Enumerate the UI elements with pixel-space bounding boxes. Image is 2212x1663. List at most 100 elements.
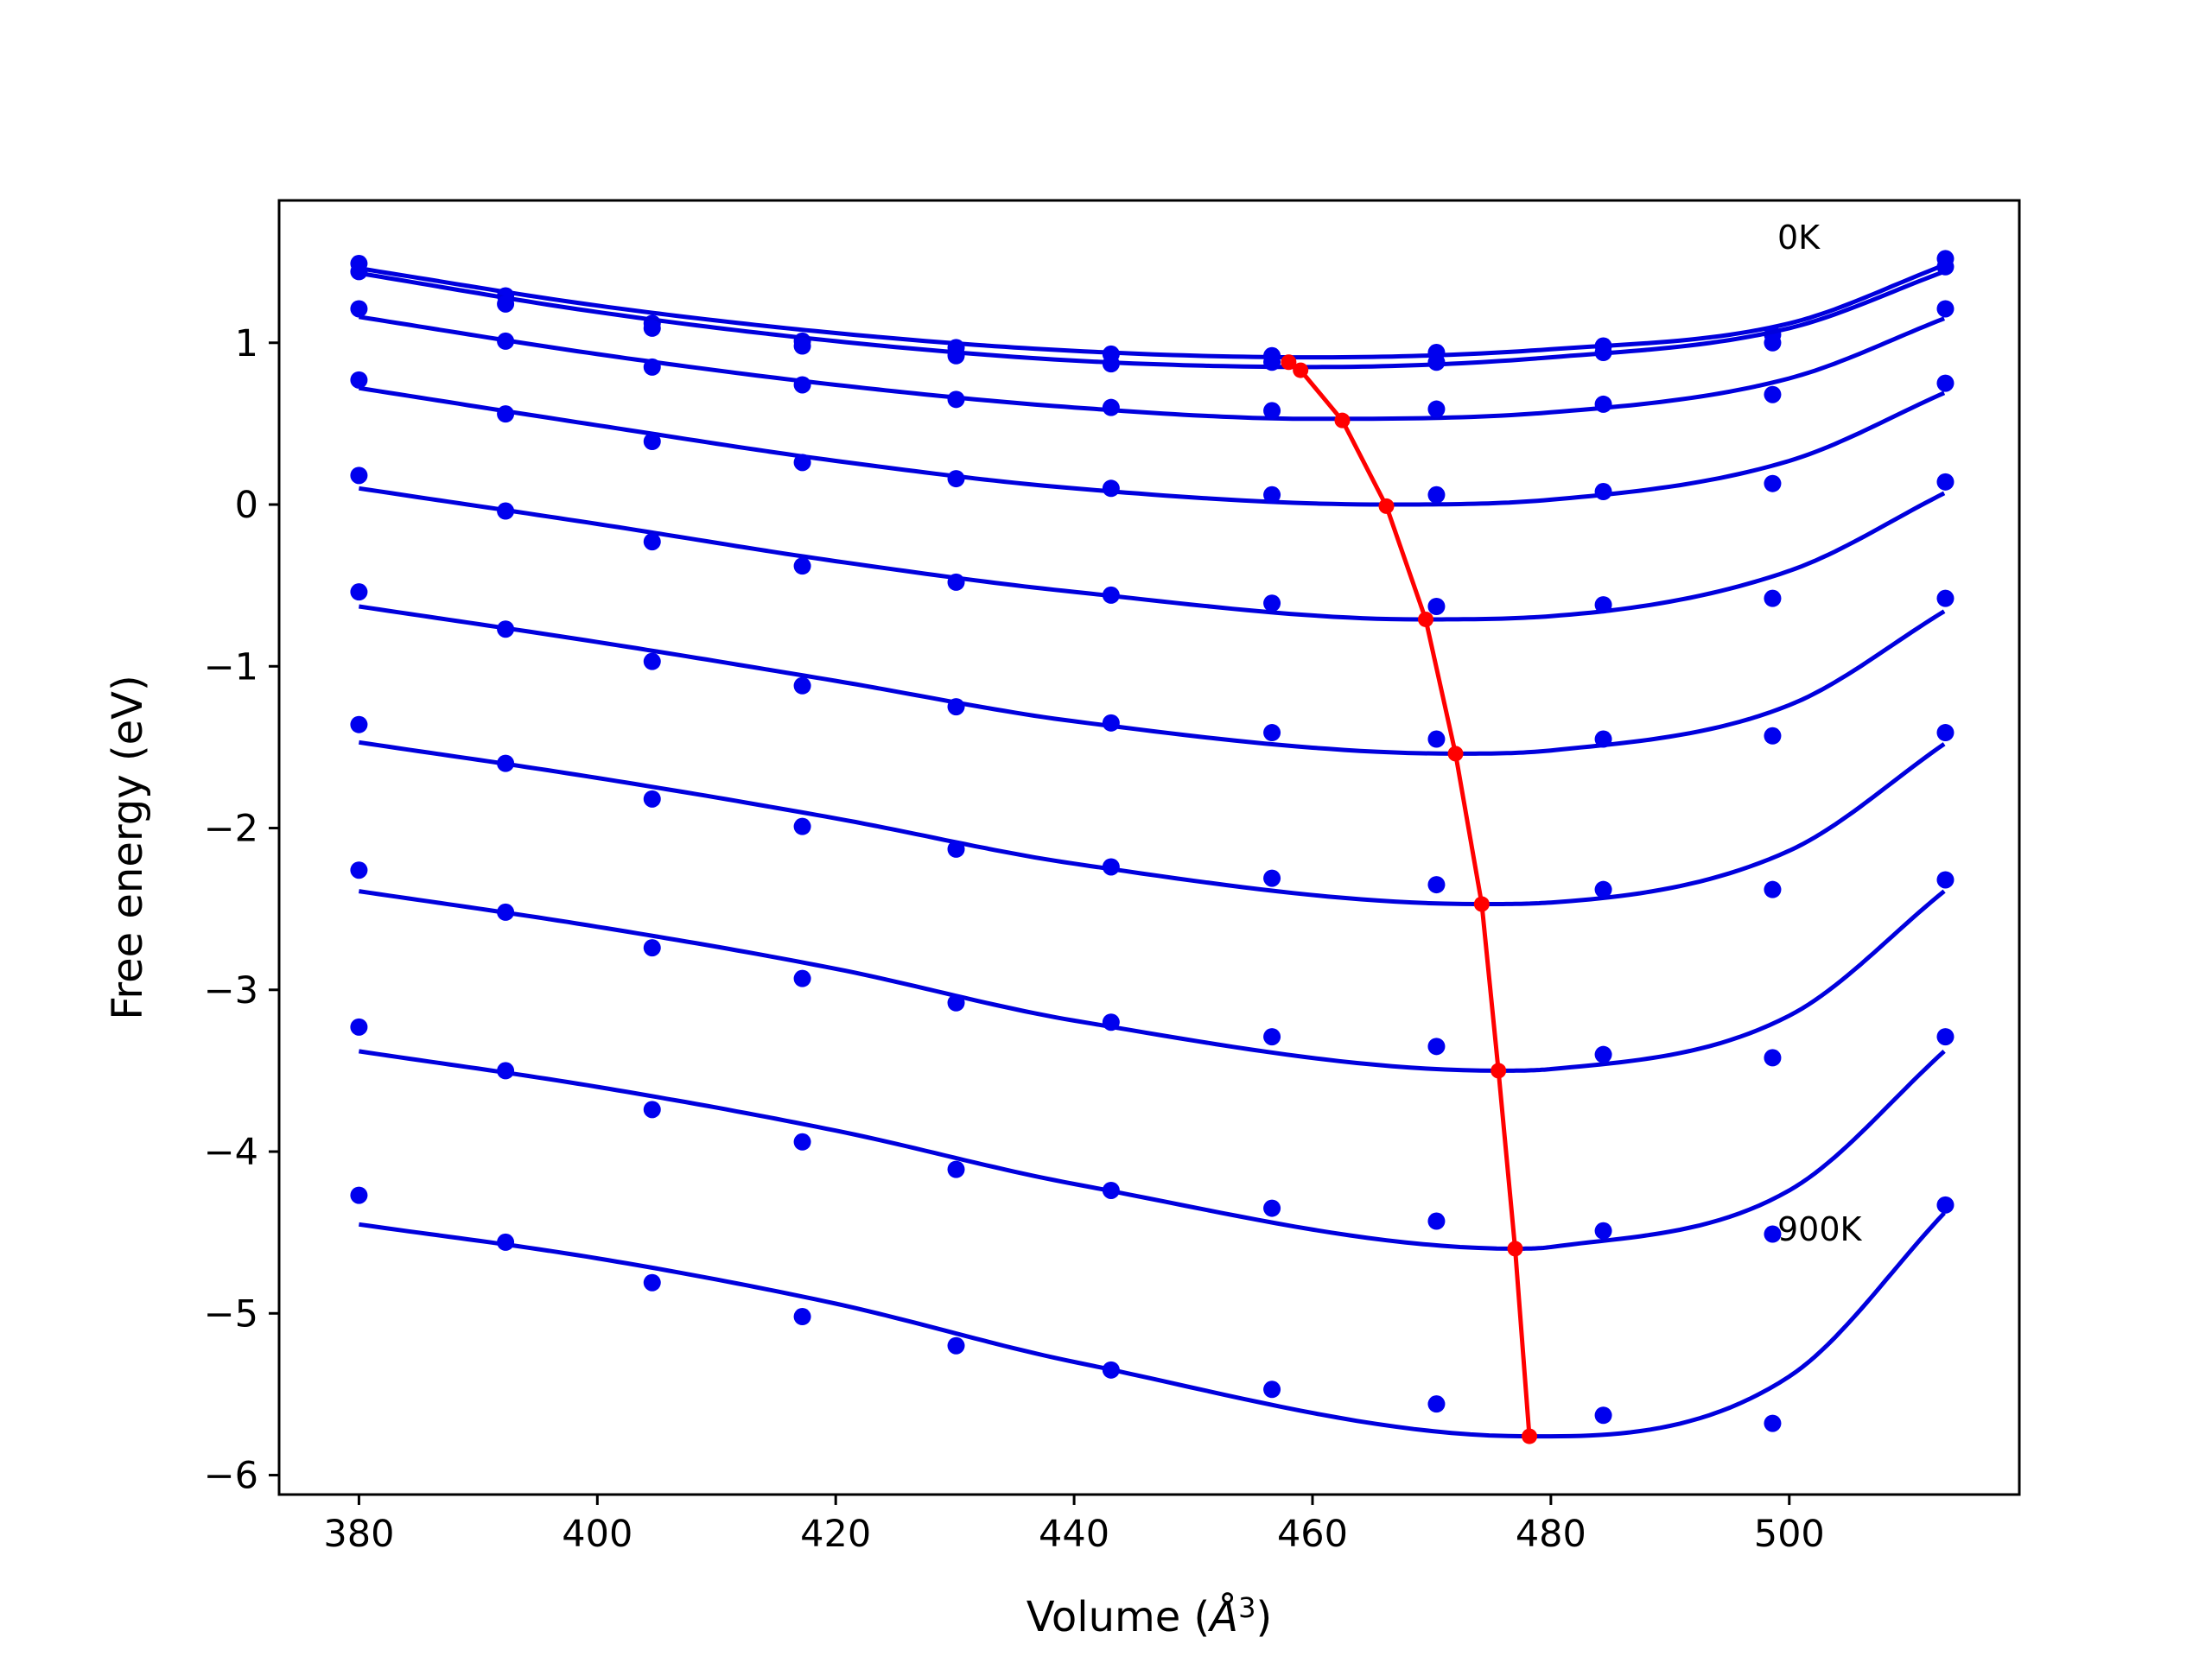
- y-tick-label: 0: [235, 484, 258, 527]
- series-1: [350, 257, 1955, 373]
- plot-area: [350, 250, 1955, 1444]
- series-4: [350, 467, 1955, 622]
- data-point: [1263, 1199, 1281, 1217]
- data-point: [1427, 353, 1446, 371]
- series-2: [350, 300, 1955, 422]
- data-point: [947, 573, 965, 591]
- x-tick-label: 500: [1754, 1513, 1825, 1556]
- data-point: [350, 1018, 368, 1036]
- data-point: [1594, 880, 1612, 898]
- fit-curve: [359, 486, 1946, 622]
- y-tick-label: −6: [204, 1455, 258, 1498]
- data-point: [350, 371, 368, 389]
- data-point: [497, 295, 515, 313]
- series-9: [350, 1186, 1955, 1439]
- data-point: [947, 1160, 965, 1178]
- data-point: [1594, 344, 1612, 362]
- data-point: [1764, 333, 1782, 352]
- data-point: [497, 1233, 515, 1251]
- data-point: [1764, 474, 1782, 492]
- y-tick-label: 1: [235, 322, 258, 365]
- data-point: [1102, 479, 1120, 498]
- x-tick-label: 400: [562, 1513, 632, 1556]
- data-point: [497, 754, 515, 772]
- data-point: [497, 1062, 515, 1080]
- minimum-point: [1293, 362, 1309, 378]
- data-point: [497, 620, 515, 638]
- x-axis: 380 400 420 440 460 480 500: [323, 1495, 1825, 1556]
- data-point: [1263, 486, 1281, 504]
- data-point: [1936, 589, 1955, 607]
- minimum-point: [1378, 498, 1395, 514]
- x-axis-label: Volume (Å3): [1027, 1591, 1272, 1641]
- data-point: [793, 454, 811, 472]
- data-point: [947, 346, 965, 365]
- data-point: [1263, 594, 1281, 613]
- fit-curve: [359, 385, 1946, 507]
- data-point: [1594, 483, 1612, 501]
- data-point: [1936, 1196, 1955, 1214]
- data-point: [1102, 1013, 1120, 1031]
- data-point: [1102, 355, 1120, 373]
- data-point: [1936, 374, 1955, 392]
- data-point: [793, 557, 811, 575]
- data-point: [497, 405, 515, 423]
- axes-frame: [277, 199, 2021, 1496]
- data-point: [1936, 300, 1955, 318]
- series-0: [350, 250, 1955, 365]
- data-point: [497, 332, 515, 350]
- data-point: [1102, 858, 1120, 876]
- series-8: [350, 1018, 1955, 1251]
- data-point: [1263, 353, 1281, 371]
- data-point: [643, 790, 661, 808]
- data-point: [1102, 714, 1120, 732]
- data-point: [1936, 1028, 1955, 1046]
- data-point: [1936, 871, 1955, 889]
- y-tick-label: −4: [204, 1131, 258, 1174]
- y-tick-label: −1: [204, 645, 258, 689]
- data-point: [793, 1308, 811, 1326]
- data-point: [1594, 1045, 1612, 1063]
- minimum-point: [1473, 896, 1490, 912]
- data-point: [1263, 1028, 1281, 1046]
- data-point: [350, 467, 368, 485]
- data-point: [1263, 869, 1281, 887]
- minimum-point: [1447, 746, 1464, 762]
- series-7: [350, 861, 1955, 1073]
- data-point: [1427, 1212, 1446, 1230]
- minimum-point: [1334, 412, 1351, 428]
- data-point: [793, 676, 811, 695]
- data-point: [947, 470, 965, 488]
- data-point: [1427, 486, 1446, 504]
- data-point: [1263, 1381, 1281, 1399]
- fit-curve: [359, 889, 1946, 1073]
- data-point: [350, 1186, 368, 1204]
- data-point: [1594, 1406, 1612, 1425]
- data-point: [1764, 880, 1782, 898]
- minimum-point: [1491, 1063, 1507, 1079]
- data-point: [947, 993, 965, 1012]
- data-point: [793, 376, 811, 394]
- data-point: [643, 358, 661, 376]
- data-point: [643, 652, 661, 670]
- data-point: [1764, 1049, 1782, 1067]
- data-point: [947, 1336, 965, 1355]
- data-point: [1263, 724, 1281, 742]
- data-point: [1263, 402, 1281, 420]
- data-point: [1594, 395, 1612, 413]
- fit-curve: [359, 263, 1945, 360]
- data-point: [1427, 400, 1446, 418]
- x-tick-label: 440: [1039, 1513, 1109, 1556]
- annotations: 0K 900K: [1777, 219, 1863, 1248]
- data-point: [643, 319, 661, 337]
- data-point: [947, 840, 965, 858]
- data-point: [497, 903, 515, 921]
- data-point: [1102, 586, 1120, 604]
- data-point: [793, 817, 811, 835]
- data-point: [350, 300, 368, 318]
- minima-line: [1287, 360, 1532, 1437]
- data-point: [1764, 385, 1782, 403]
- data-point: [1102, 398, 1120, 416]
- fit-curve: [359, 1211, 1946, 1439]
